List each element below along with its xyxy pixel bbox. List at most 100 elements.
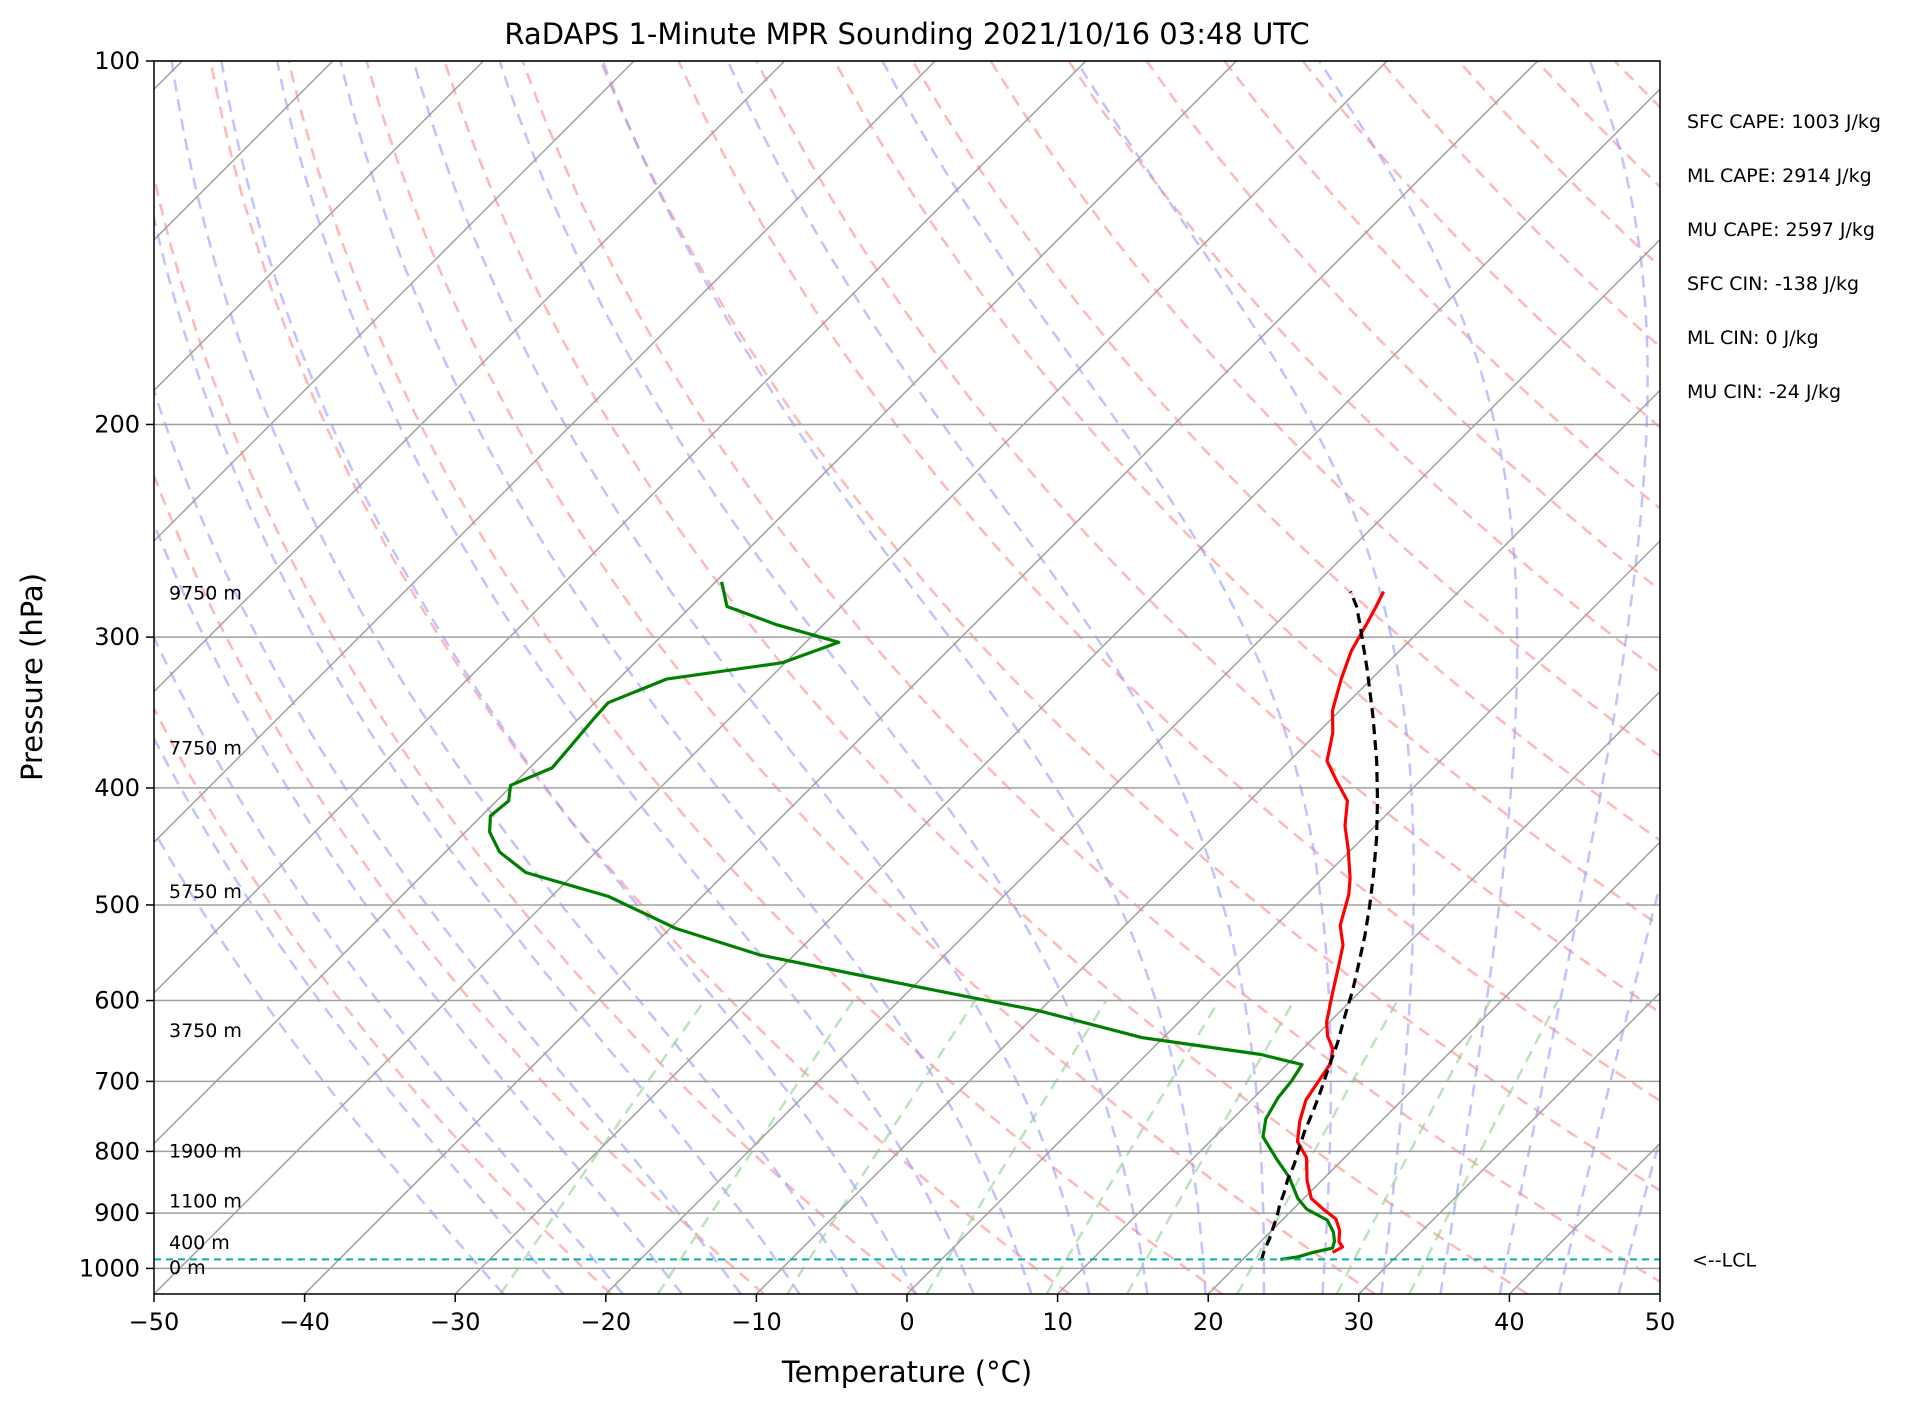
moist-adiabat-line (275, 61, 975, 1294)
isotherm-line (304, 61, 1539, 1294)
mixing-ratio-line (1408, 1000, 1560, 1294)
stat-label: MU CIN: -24 J/kg (1687, 381, 1841, 403)
isotherm-line (154, 61, 936, 844)
height-label: 5750 m (169, 881, 242, 903)
dry-adiabat-line (989, 61, 1660, 758)
dewpoint-line (488, 581, 1337, 1261)
dry-adiabat-line (287, 61, 1223, 1294)
plot-frame (153, 60, 1661, 1295)
x-tick-label: 30 (1344, 1308, 1375, 1336)
moist-adiabat-line (339, 61, 1033, 1294)
dry-adiabat-line (154, 472, 765, 1294)
x-tick-label: 50 (1645, 1308, 1676, 1336)
isotherm-line (154, 61, 635, 543)
chart-title: RaDAPS 1-Minute MPR Sounding 2021/10/16 … (504, 17, 1309, 51)
y-tick-label: 800 (94, 1137, 140, 1165)
height-label: 400 m (169, 1232, 230, 1254)
isotherm-line (454, 88, 1660, 1294)
y-tick-label: 200 (94, 410, 140, 438)
mixing-ratio-line (1335, 1000, 1492, 1294)
isotherm-line (154, 61, 786, 693)
x-axis-ticks: −50 −40 −30 −20 −10 0 10 20 30 40 50 (129, 1294, 1676, 1336)
moist-adiabat-line (726, 61, 1266, 1294)
x-tick-label: 20 (1193, 1308, 1224, 1336)
parcel-line (1259, 590, 1380, 1261)
height-label: 3750 m (169, 1020, 242, 1042)
moist-adiabat-line (220, 61, 917, 1294)
y-tick-label: 400 (94, 774, 140, 802)
moist-adiabat-line (154, 828, 505, 1294)
y-tick-label: 100 (94, 47, 140, 75)
moist-adiabat-line (1498, 61, 1649, 1294)
dry-adiabat-line (1613, 61, 1660, 110)
isotherm-line (1057, 690, 1660, 1294)
isotherm-line (154, 61, 334, 241)
moist-adiabat-line (154, 386, 742, 1294)
height-label: 9750 m (169, 582, 242, 604)
x-tick-label: −20 (580, 1308, 631, 1336)
stat-label: ML CAPE: 2914 J/kg (1687, 165, 1872, 187)
stat-label: MU CAPE: 2597 J/kg (1687, 219, 1875, 241)
moist-adiabat-line (1075, 61, 1416, 1294)
moist-adiabat-line (154, 212, 801, 1294)
y-axis-label: Pressure (hPa) (15, 573, 49, 781)
dry-adiabat-line (365, 61, 1376, 1294)
stat-label: SFC CIN: -138 J/kg (1687, 273, 1859, 295)
dry-adiabat-line (755, 61, 1660, 1015)
isotherm-gridlines (154, 61, 1660, 1294)
isotherm-line (1508, 1142, 1660, 1294)
dry-adiabat-line (677, 61, 1660, 1103)
height-label: 7750 m (169, 737, 242, 759)
dry-adiabat-line (154, 170, 918, 1294)
isotherm-line (1358, 991, 1660, 1294)
y-tick-label: 1000 (79, 1254, 140, 1282)
stat-label: SFC CAPE: 1003 J/kg (1687, 111, 1881, 133)
dry-adiabat-line (599, 61, 1660, 1192)
dry-adiabat-line (521, 61, 1660, 1284)
temperature-line (1295, 590, 1386, 1254)
moist-adiabat-line (412, 61, 1091, 1294)
x-tick-label: 0 (899, 1308, 914, 1336)
height-labels: 9750 m 7750 m 5750 m 3750 m 1900 m 1100 m 400 … (169, 582, 242, 1279)
stat-label: ML CIN: 0 J/kg (1687, 327, 1819, 349)
dry-adiabat-line (833, 61, 1660, 928)
mixing-ratio-line (786, 999, 977, 1294)
moist-adiabat-line (154, 520, 684, 1294)
isotherm-line (154, 61, 1237, 1145)
height-label: 1100 m (169, 1190, 242, 1212)
dry-adiabat-line (209, 61, 1071, 1294)
x-tick-label: −30 (430, 1308, 481, 1336)
dry-adiabat-line (1693, 61, 1925, 1294)
mixing-ratio-line (656, 999, 855, 1294)
x-tick-label: −50 (129, 1308, 180, 1336)
moist-adiabat-line (1617, 1134, 1660, 1294)
mixing-ratio-line (1045, 999, 1220, 1294)
x-axis-label: Temperature (°C) (781, 1355, 1032, 1389)
dry-adiabat-line (443, 61, 1529, 1294)
dry-adiabat-line (911, 61, 1660, 842)
dry-adiabat-line (1457, 61, 1660, 269)
y-tick-label: 300 (94, 623, 140, 651)
height-label: 1900 m (169, 1140, 242, 1162)
sounding-stats: SFC CAPE: 1003 J/kg ML CAPE: 2914 J/kg MU … (1687, 111, 1881, 403)
moist-adiabat-line (601, 61, 1207, 1294)
y-tick-label: 700 (94, 1067, 140, 1095)
isotherm-line (906, 539, 1660, 1294)
isotherm-line (1207, 841, 1660, 1294)
y-tick-label: 600 (94, 987, 140, 1015)
moist-adiabat-line (1557, 880, 1660, 1294)
isotherm-line (154, 61, 484, 392)
mixing-ratio-line (499, 999, 706, 1294)
dry-adiabat-line (1535, 61, 1660, 189)
isotherm-line (1659, 1292, 1660, 1294)
profile-series (488, 581, 1386, 1261)
isotherm-line (755, 389, 1660, 1294)
y-tick-label: 900 (94, 1199, 140, 1227)
moist-adiabat-line (498, 61, 1149, 1294)
dry-adiabat-line (1301, 61, 1660, 429)
dry-adiabat-line (154, 705, 613, 1294)
height-label: 0 m (169, 1257, 206, 1279)
isotherm-line (154, 61, 1087, 994)
moist-adiabat-line (154, 735, 565, 1294)
